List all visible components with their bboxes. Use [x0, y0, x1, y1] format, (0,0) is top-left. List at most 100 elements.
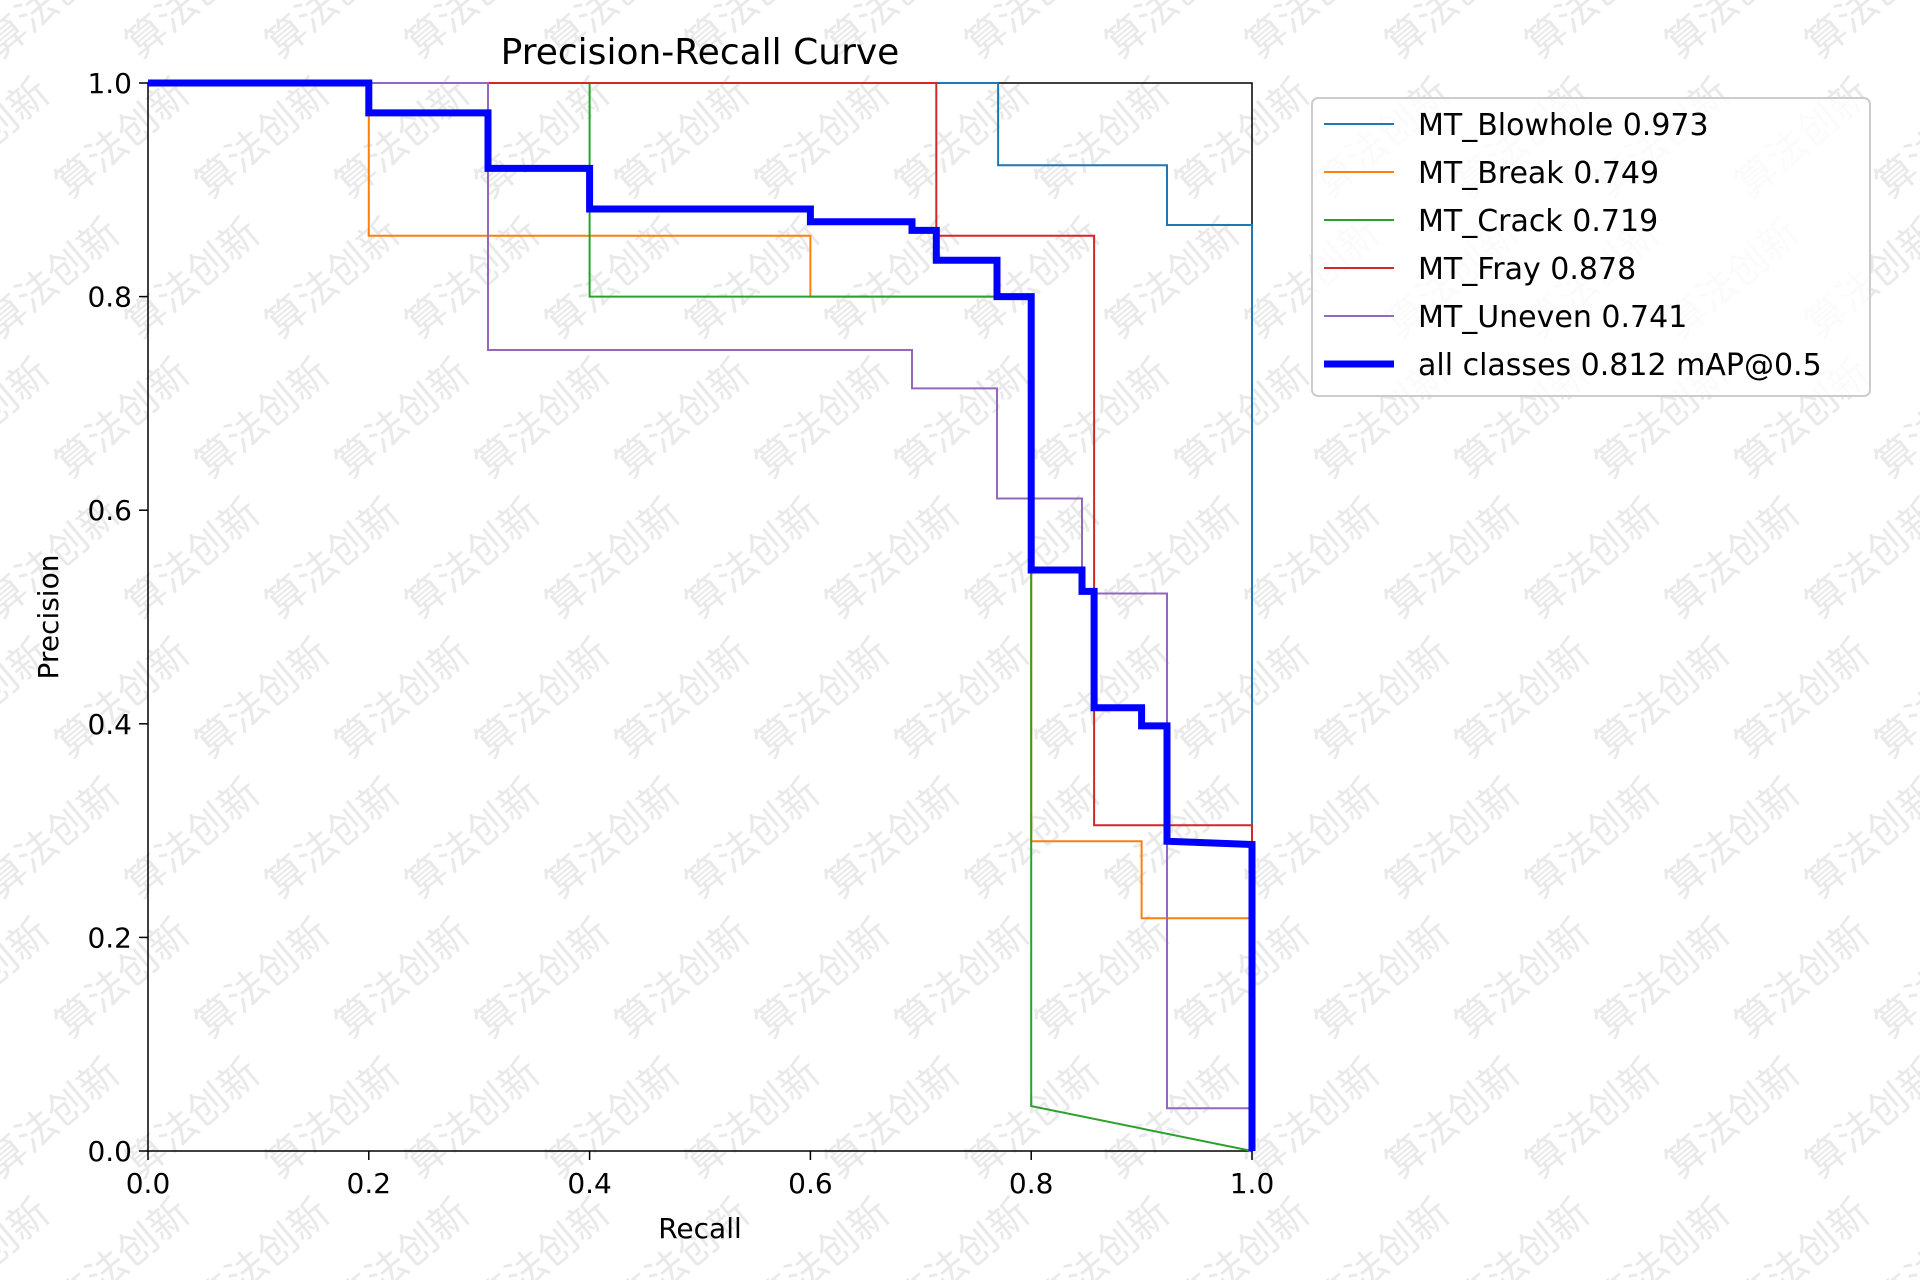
- watermark-text: 算法创新: [957, 0, 1109, 68]
- watermark-text: 算法创新: [0, 70, 59, 208]
- watermark-text: 算法创新: [1027, 70, 1179, 208]
- watermark-text: 算法创新: [1097, 1050, 1249, 1188]
- watermark-text: 算法创新: [327, 630, 479, 768]
- y-tick-label: 0.8: [87, 281, 132, 314]
- watermark-text: 算法创新: [817, 770, 969, 908]
- watermark-text: 算法创新: [817, 490, 969, 628]
- x-tick-label: 0.8: [1009, 1167, 1054, 1200]
- watermark-text: 算法创新: [1657, 1050, 1809, 1188]
- watermark-text: 算法创新: [1377, 490, 1529, 628]
- x-tick-label: 0.4: [567, 1167, 612, 1200]
- watermark-text: 算法创新: [1797, 490, 1920, 628]
- watermark-text: 算法创新: [47, 350, 199, 488]
- watermark-text: 算法创新: [607, 630, 759, 768]
- legend-label-5: all classes 0.812 mAP@0.5: [1418, 348, 1822, 383]
- watermark-text: 算法创新: [397, 770, 549, 908]
- watermark-text: 算法创新: [1167, 910, 1319, 1048]
- watermark-text: 算法创新: [607, 910, 759, 1048]
- legend-box: [1311, 97, 1871, 397]
- legend-label-1: MT_Break 0.749: [1418, 156, 1659, 191]
- watermark-text: 算法创新: [1097, 210, 1249, 348]
- watermark-text: 算法创新: [187, 1190, 339, 1280]
- legend-label-0: MT_Blowhole 0.973: [1418, 108, 1709, 143]
- legend-label-3: MT_Fray 0.878: [1418, 252, 1636, 287]
- watermark-text: 算法创新: [0, 350, 59, 488]
- watermark-text: 算法创新: [0, 210, 129, 348]
- watermark-text: 算法创新: [1447, 910, 1599, 1048]
- watermark-text: 算法创新: [467, 910, 619, 1048]
- watermark-text: 算法创新: [887, 350, 1039, 488]
- watermark-text: 算法创新: [187, 630, 339, 768]
- legend: MT_Blowhole 0.973 MT_Break 0.749 MT_Crack …: [1311, 97, 1871, 397]
- watermark-text: 算法创新: [467, 1190, 619, 1280]
- watermark-text: 算法创新: [397, 210, 549, 348]
- watermark-text: 算法创新: [887, 910, 1039, 1048]
- watermark-text: 算法创新: [1657, 770, 1809, 908]
- watermark-text: 算法创新: [1307, 1190, 1459, 1280]
- watermark-text: 算法创新: [887, 630, 1039, 768]
- series-layer: [148, 79, 1256, 1152]
- watermark-text: 算法创新: [0, 910, 59, 1048]
- watermark-text: 算法创新: [257, 770, 409, 908]
- watermark-text: 算法创新: [327, 70, 479, 208]
- watermark-text: 算法创新: [0, 0, 129, 68]
- watermark-text: 算法创新: [607, 70, 759, 208]
- watermark-text: 算法创新: [1167, 350, 1319, 488]
- y-tick-label: 0.0: [87, 1135, 132, 1168]
- watermark-text: 算法创新: [1797, 1050, 1920, 1188]
- watermark-text: 算法创新: [1027, 350, 1179, 488]
- watermark-text: 算法创新: [1657, 0, 1809, 68]
- legend-label-2: MT_Crack 0.719: [1418, 204, 1658, 239]
- series-line-0: [148, 82, 1253, 1151]
- watermark-text: 算法创新: [1167, 630, 1319, 768]
- watermark-text: 算法创新: [1587, 1190, 1739, 1280]
- watermark-text: 算法创新: [817, 1050, 969, 1188]
- watermark-text: 算法创新: [467, 350, 619, 488]
- watermark-text: 算法创新: [537, 1050, 689, 1188]
- watermark-text: 算法创新: [607, 350, 759, 488]
- watermark-text: 算法创新: [1027, 1190, 1179, 1280]
- watermark-text: 算法创新: [467, 630, 619, 768]
- watermark-text: 算法创新: [1727, 630, 1879, 768]
- y-tick-label: 1.0: [87, 67, 132, 100]
- watermark-text: 算法创新: [1727, 1190, 1879, 1280]
- watermark-text: 算法创新: [1447, 630, 1599, 768]
- watermark-text: 算法创新: [1237, 490, 1389, 628]
- watermark-text: 算法创新: [1587, 910, 1739, 1048]
- watermark-text: 算法创新: [1097, 0, 1249, 68]
- watermark-text: 算法创新: [187, 350, 339, 488]
- watermark-text: 算法创新: [1517, 770, 1669, 908]
- watermark-text: 算法创新: [0, 770, 129, 908]
- watermark-text: 算法创新: [257, 210, 409, 348]
- watermark-text: 算法创新: [957, 770, 1109, 908]
- series-line-3: [148, 82, 1253, 1151]
- watermark-text: 算法创新: [887, 70, 1039, 208]
- watermark-text: 算法创新: [1307, 630, 1459, 768]
- watermark-text: 算法创新: [1027, 910, 1179, 1048]
- watermark-text: 算法创新: [1867, 910, 1920, 1048]
- series-line-5: [148, 79, 1256, 1151]
- watermark-text: 算法创新: [1797, 0, 1920, 68]
- watermark-text: 算法创新: [47, 630, 199, 768]
- watermark-text: 算法创新: [1307, 910, 1459, 1048]
- watermark-text: 算法创新: [747, 1190, 899, 1280]
- watermark-text: 算法创新: [1867, 70, 1920, 208]
- watermark-text: 算法创新: [327, 350, 479, 488]
- axes: 0.0 0.2 0.4 0.6 0.8 1.0 0.0 0.2 0.4 0.6 0.8 1.0: [87, 67, 1274, 1200]
- watermark-text: 算法创新: [677, 210, 829, 348]
- y-tick-label: 0.2: [87, 921, 132, 954]
- watermark-text: 算法创新: [1867, 350, 1920, 488]
- watermark-text: 算法创新: [327, 910, 479, 1048]
- series-line-4: [148, 82, 1253, 1151]
- chart-title: Precision-Recall Curve: [501, 32, 900, 73]
- watermark-text: 算法创新: [537, 770, 689, 908]
- watermark-text: 算法创新: [1167, 1190, 1319, 1280]
- watermark-text: 算法创新: [0, 1190, 59, 1280]
- x-tick-label: 0.6: [788, 1167, 833, 1200]
- watermark-text: 算法创新: [1027, 630, 1179, 768]
- watermark-text: 算法创新: [677, 770, 829, 908]
- watermark-text: 算法创新: [747, 910, 899, 1048]
- y-tick-label: 0.6: [87, 494, 132, 527]
- watermark-text: 算法创新: [537, 490, 689, 628]
